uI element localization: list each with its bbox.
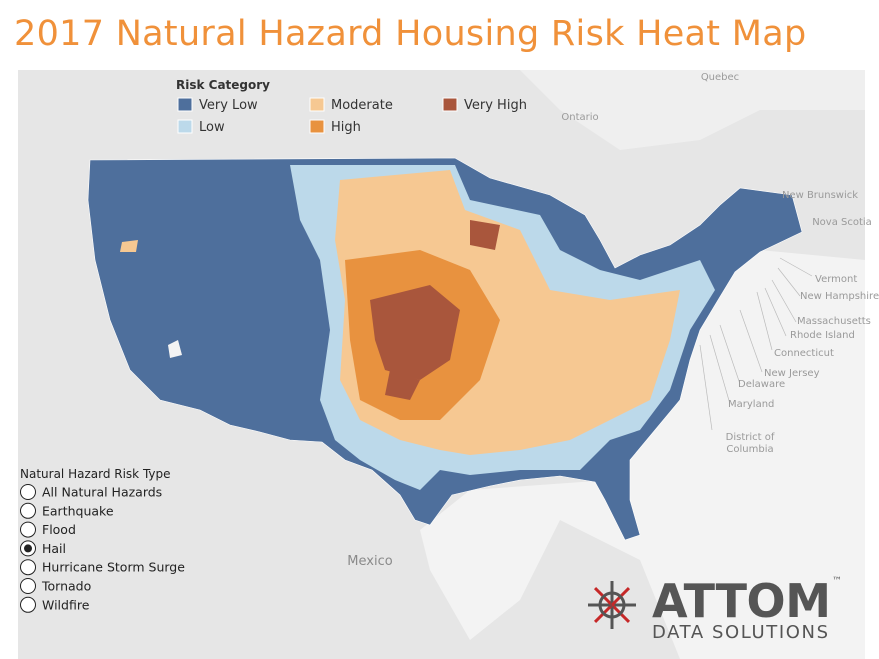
moderate-region: [120, 240, 138, 252]
very-high-region: [385, 220, 500, 400]
map-label: Mexico: [347, 554, 392, 569]
radio-label[interactable]: Tornado: [41, 579, 91, 594]
legend-label: Moderate: [331, 98, 393, 113]
radio-label[interactable]: All Natural Hazards: [42, 485, 162, 500]
leader-lines: [699, 257, 813, 431]
map-label: Maryland: [728, 399, 774, 410]
radio-dot: [24, 544, 32, 553]
radio-button[interactable]: [20, 596, 36, 613]
map-label: Ontario: [561, 112, 598, 123]
radio-label[interactable]: Wildfire: [42, 597, 90, 612]
map-label: Nova Scotia: [812, 217, 872, 228]
logo-name: ATTOM: [652, 574, 830, 628]
logo-icon: [588, 581, 636, 629]
logo-tagline: DATA SOLUTIONS: [652, 622, 828, 643]
radio-label[interactable]: Flood: [42, 522, 76, 537]
page-title: 2017 Natural Hazard Housing Risk Heat Ma…: [14, 14, 807, 54]
legend-swatch: [309, 97, 325, 112]
radio-label[interactable]: Earthquake: [42, 503, 114, 518]
map-label: Connecticut: [774, 348, 834, 359]
radio-button[interactable]: [20, 484, 36, 500]
selector-title: Natural Hazard Risk Type: [20, 467, 171, 481]
legend-label: High: [331, 120, 361, 135]
radio-button[interactable]: [20, 559, 36, 576]
legend-swatch: [442, 97, 458, 112]
map-label: New Brunswick: [782, 190, 858, 201]
legend-title: Risk Category: [176, 78, 270, 92]
very-high-region: [370, 285, 460, 380]
water: [440, 70, 865, 150]
radio-button[interactable]: [20, 578, 36, 594]
map-label: District of Columbia: [726, 432, 775, 455]
legend-label: Very High: [464, 98, 527, 113]
radio-label[interactable]: Hail: [42, 541, 66, 556]
legend-swatch: [177, 119, 193, 134]
map-label: Massachusetts: [797, 316, 871, 327]
radio-button[interactable]: [20, 502, 36, 519]
legend-swatch: [177, 97, 193, 112]
map-label: Rhode Island: [790, 330, 855, 341]
water: [420, 250, 865, 659]
radio-label[interactable]: Hurricane Storm Surge: [42, 560, 185, 575]
radio-button[interactable]: [20, 521, 36, 538]
map-label: New Hampshire: [800, 291, 879, 302]
legend-swatch: [309, 119, 325, 134]
map-label: Vermont: [815, 274, 857, 285]
lake: [168, 340, 182, 358]
logo-mark: ™: [832, 576, 842, 587]
legend-label: Very Low: [199, 98, 258, 113]
legend-label: Low: [199, 120, 225, 135]
map-label: Delaware: [738, 379, 785, 390]
map-label: Quebec: [701, 72, 739, 83]
map-label: New Jersey: [764, 368, 820, 379]
